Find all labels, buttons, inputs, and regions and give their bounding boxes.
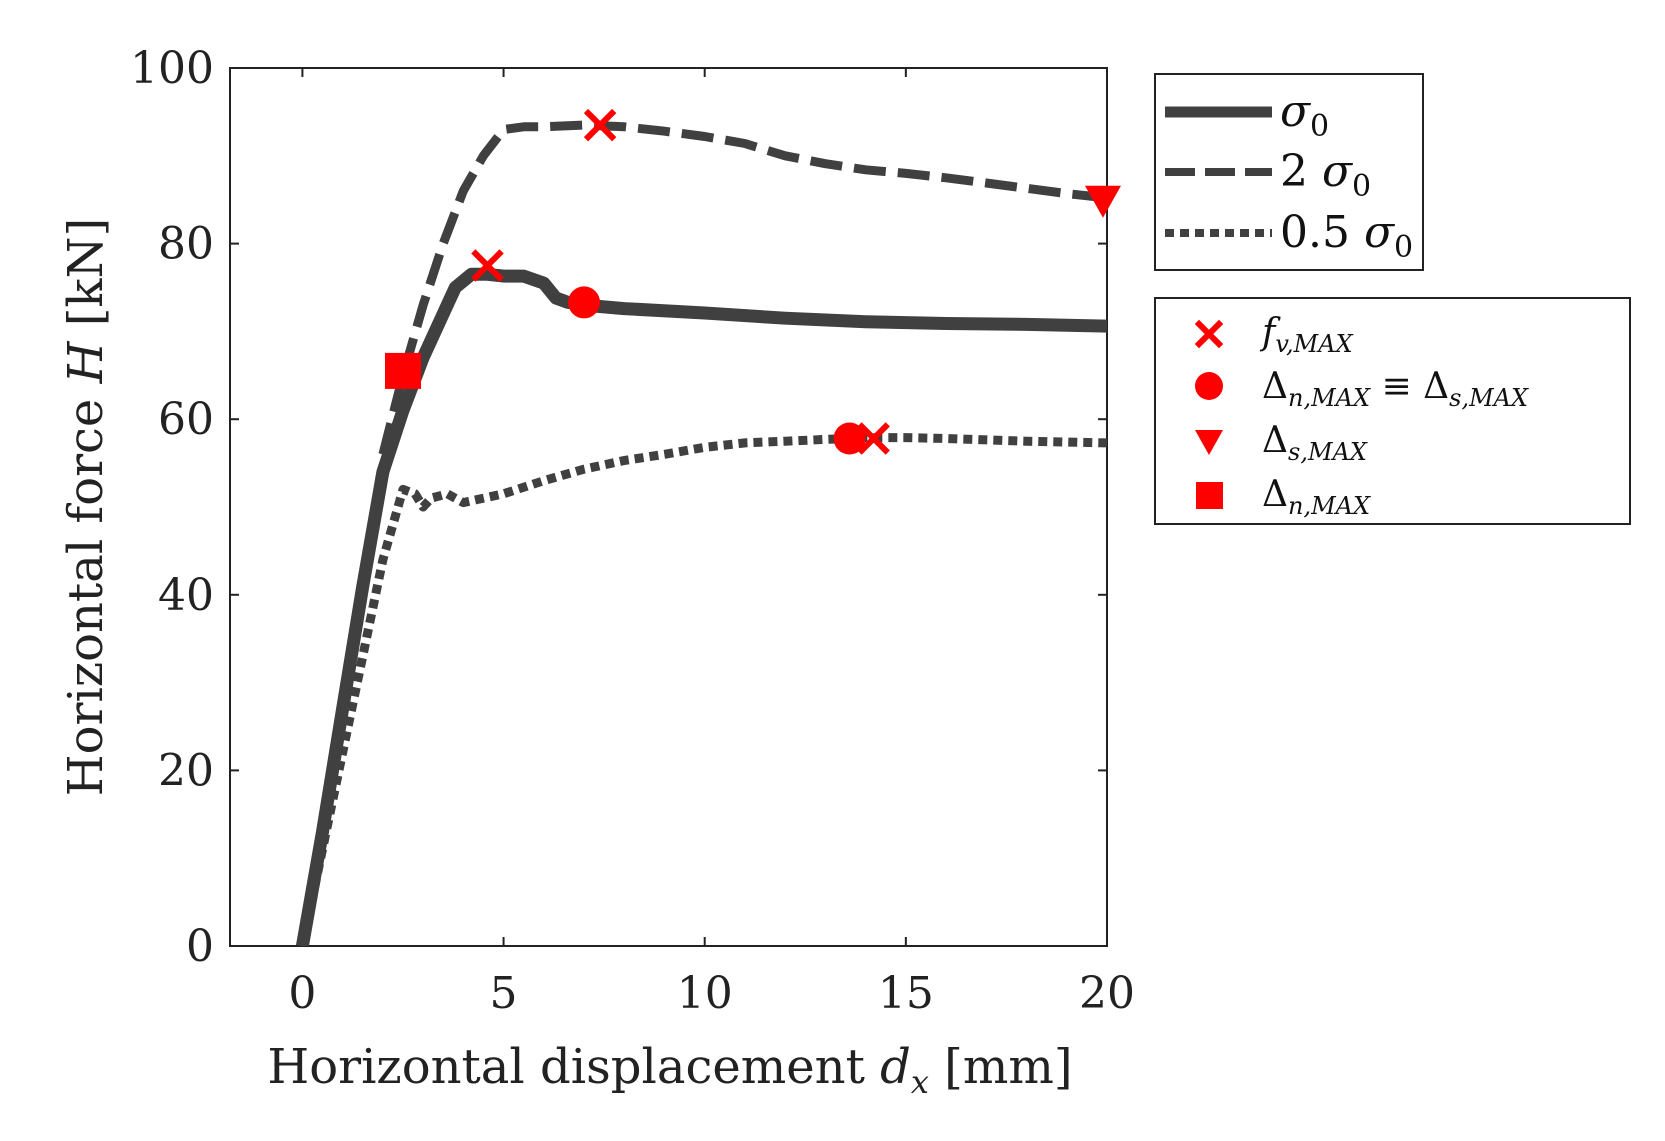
legend-entry-sigma0: σ0: [1280, 86, 1329, 144]
series-group: [295, 120, 1107, 946]
x-axis-title-var: d: [880, 1039, 911, 1095]
legend-entry-ds: Δs,MAX: [1262, 420, 1368, 466]
y-tick-label-3: 60: [158, 394, 214, 445]
series-line-solid: [295, 267, 1107, 946]
y-tick-label-4: 80: [158, 219, 214, 270]
legend-entry-dn: Δn,MAX: [1262, 474, 1371, 520]
x-tick-labels: 0 5 10 15 20: [288, 968, 1135, 1019]
legend-entry-2sigma0-var: σ: [1322, 146, 1354, 197]
marker-square-0: [384, 352, 421, 389]
legend-entry-dn-eq-ds: Δn,MAX ≡ Δs,MAX: [1262, 366, 1529, 412]
y-axis-title: Horizontal force H [kN]: [58, 218, 114, 796]
legend-entry-dn-only-var: Δ: [1262, 474, 1288, 515]
y-tick-label-5: 100: [130, 43, 214, 94]
legend-entry-ds-only-sub: s,MAX: [1288, 438, 1368, 466]
marker-group: [384, 108, 1121, 455]
y-axis-title-var: H: [58, 340, 114, 384]
legend-entry-2sigma0-sub: 0: [1352, 169, 1371, 204]
legend-entry-2sigma0: 2 σ0: [1280, 146, 1371, 204]
marker-circle-1: [833, 422, 866, 455]
legend-entry-sigma0-sub: 0: [1310, 109, 1329, 144]
marker-x-0: [471, 249, 504, 282]
x-tick-label-2: 10: [677, 968, 733, 1019]
x-tick-label-4: 20: [1079, 968, 1135, 1019]
marker-x-2: [857, 422, 890, 455]
x-axis-title: Horizontal displacement dx [mm]: [267, 1039, 1072, 1101]
legend-line-styles: σ0 2 σ0 0.5 σ0: [1154, 73, 1424, 271]
y-tick-label-2: 40: [158, 570, 214, 621]
axis-ticks: [230, 67, 1108, 947]
series-line-dashed: [378, 120, 1107, 456]
legend-entry-2sigma0-prefix: 2: [1280, 146, 1322, 197]
legend-entry-05sigma0-var: σ: [1364, 207, 1396, 258]
y-axis-title-text: Horizontal force: [58, 383, 114, 796]
legend-entry-05sigma0-prefix: 0.5: [1280, 207, 1364, 258]
y-tick-label-0: 0: [186, 921, 214, 972]
x-tick-label-1: 5: [490, 968, 518, 1019]
marker-x-1: [583, 108, 617, 142]
x-tick-label-3: 15: [878, 968, 934, 1019]
legend-entry-ds-only-var: Δ: [1262, 420, 1288, 461]
legend-entry-sigma0-var: σ: [1280, 86, 1312, 137]
x-axis-title-sub: x: [911, 1063, 929, 1101]
legend-entry-05sigma0: 0.5 σ0: [1280, 207, 1413, 265]
legend-entry-equiv: ≡: [1370, 366, 1423, 407]
y-tick-label-1: 20: [158, 745, 214, 796]
legend-entry-dn-only-sub: n,MAX: [1288, 492, 1371, 520]
x-tick-label-0: 0: [288, 968, 316, 1019]
legend-marker-triangle-icon: [1195, 430, 1223, 455]
legend-markers: fv,MAX Δn,MAX ≡ Δs,MAX Δs,MAX Δn,MAX: [1154, 297, 1631, 525]
marker-circle-0: [568, 286, 601, 319]
legend-marker-square-icon: [1196, 482, 1223, 509]
legend-entry-dn-var: Δ: [1262, 366, 1288, 407]
legend-entry-dn-sub: n,MAX: [1288, 384, 1371, 412]
y-axis-title-unit: [kN]: [58, 218, 114, 342]
legend-markers-box: [1154, 297, 1631, 525]
legend-marker-x-icon: [1194, 319, 1224, 349]
legend-entry-ds-sub: s,MAX: [1449, 384, 1529, 412]
legend-marker-circle-icon: [1195, 372, 1223, 400]
x-axis-title-unit: [mm]: [929, 1039, 1073, 1095]
marker-triangle-0: [1084, 185, 1121, 218]
plot-area: [229, 67, 1108, 947]
legend-entry-fv-sub: v,MAX: [1275, 330, 1353, 358]
y-tick-labels: 0 20 40 60 80 100: [130, 43, 214, 972]
legend-entry-ds-var: Δ: [1423, 366, 1449, 407]
legend-entry-05sigma0-sub: 0: [1394, 230, 1413, 265]
x-axis-title-text: Horizontal displacement: [267, 1039, 880, 1095]
